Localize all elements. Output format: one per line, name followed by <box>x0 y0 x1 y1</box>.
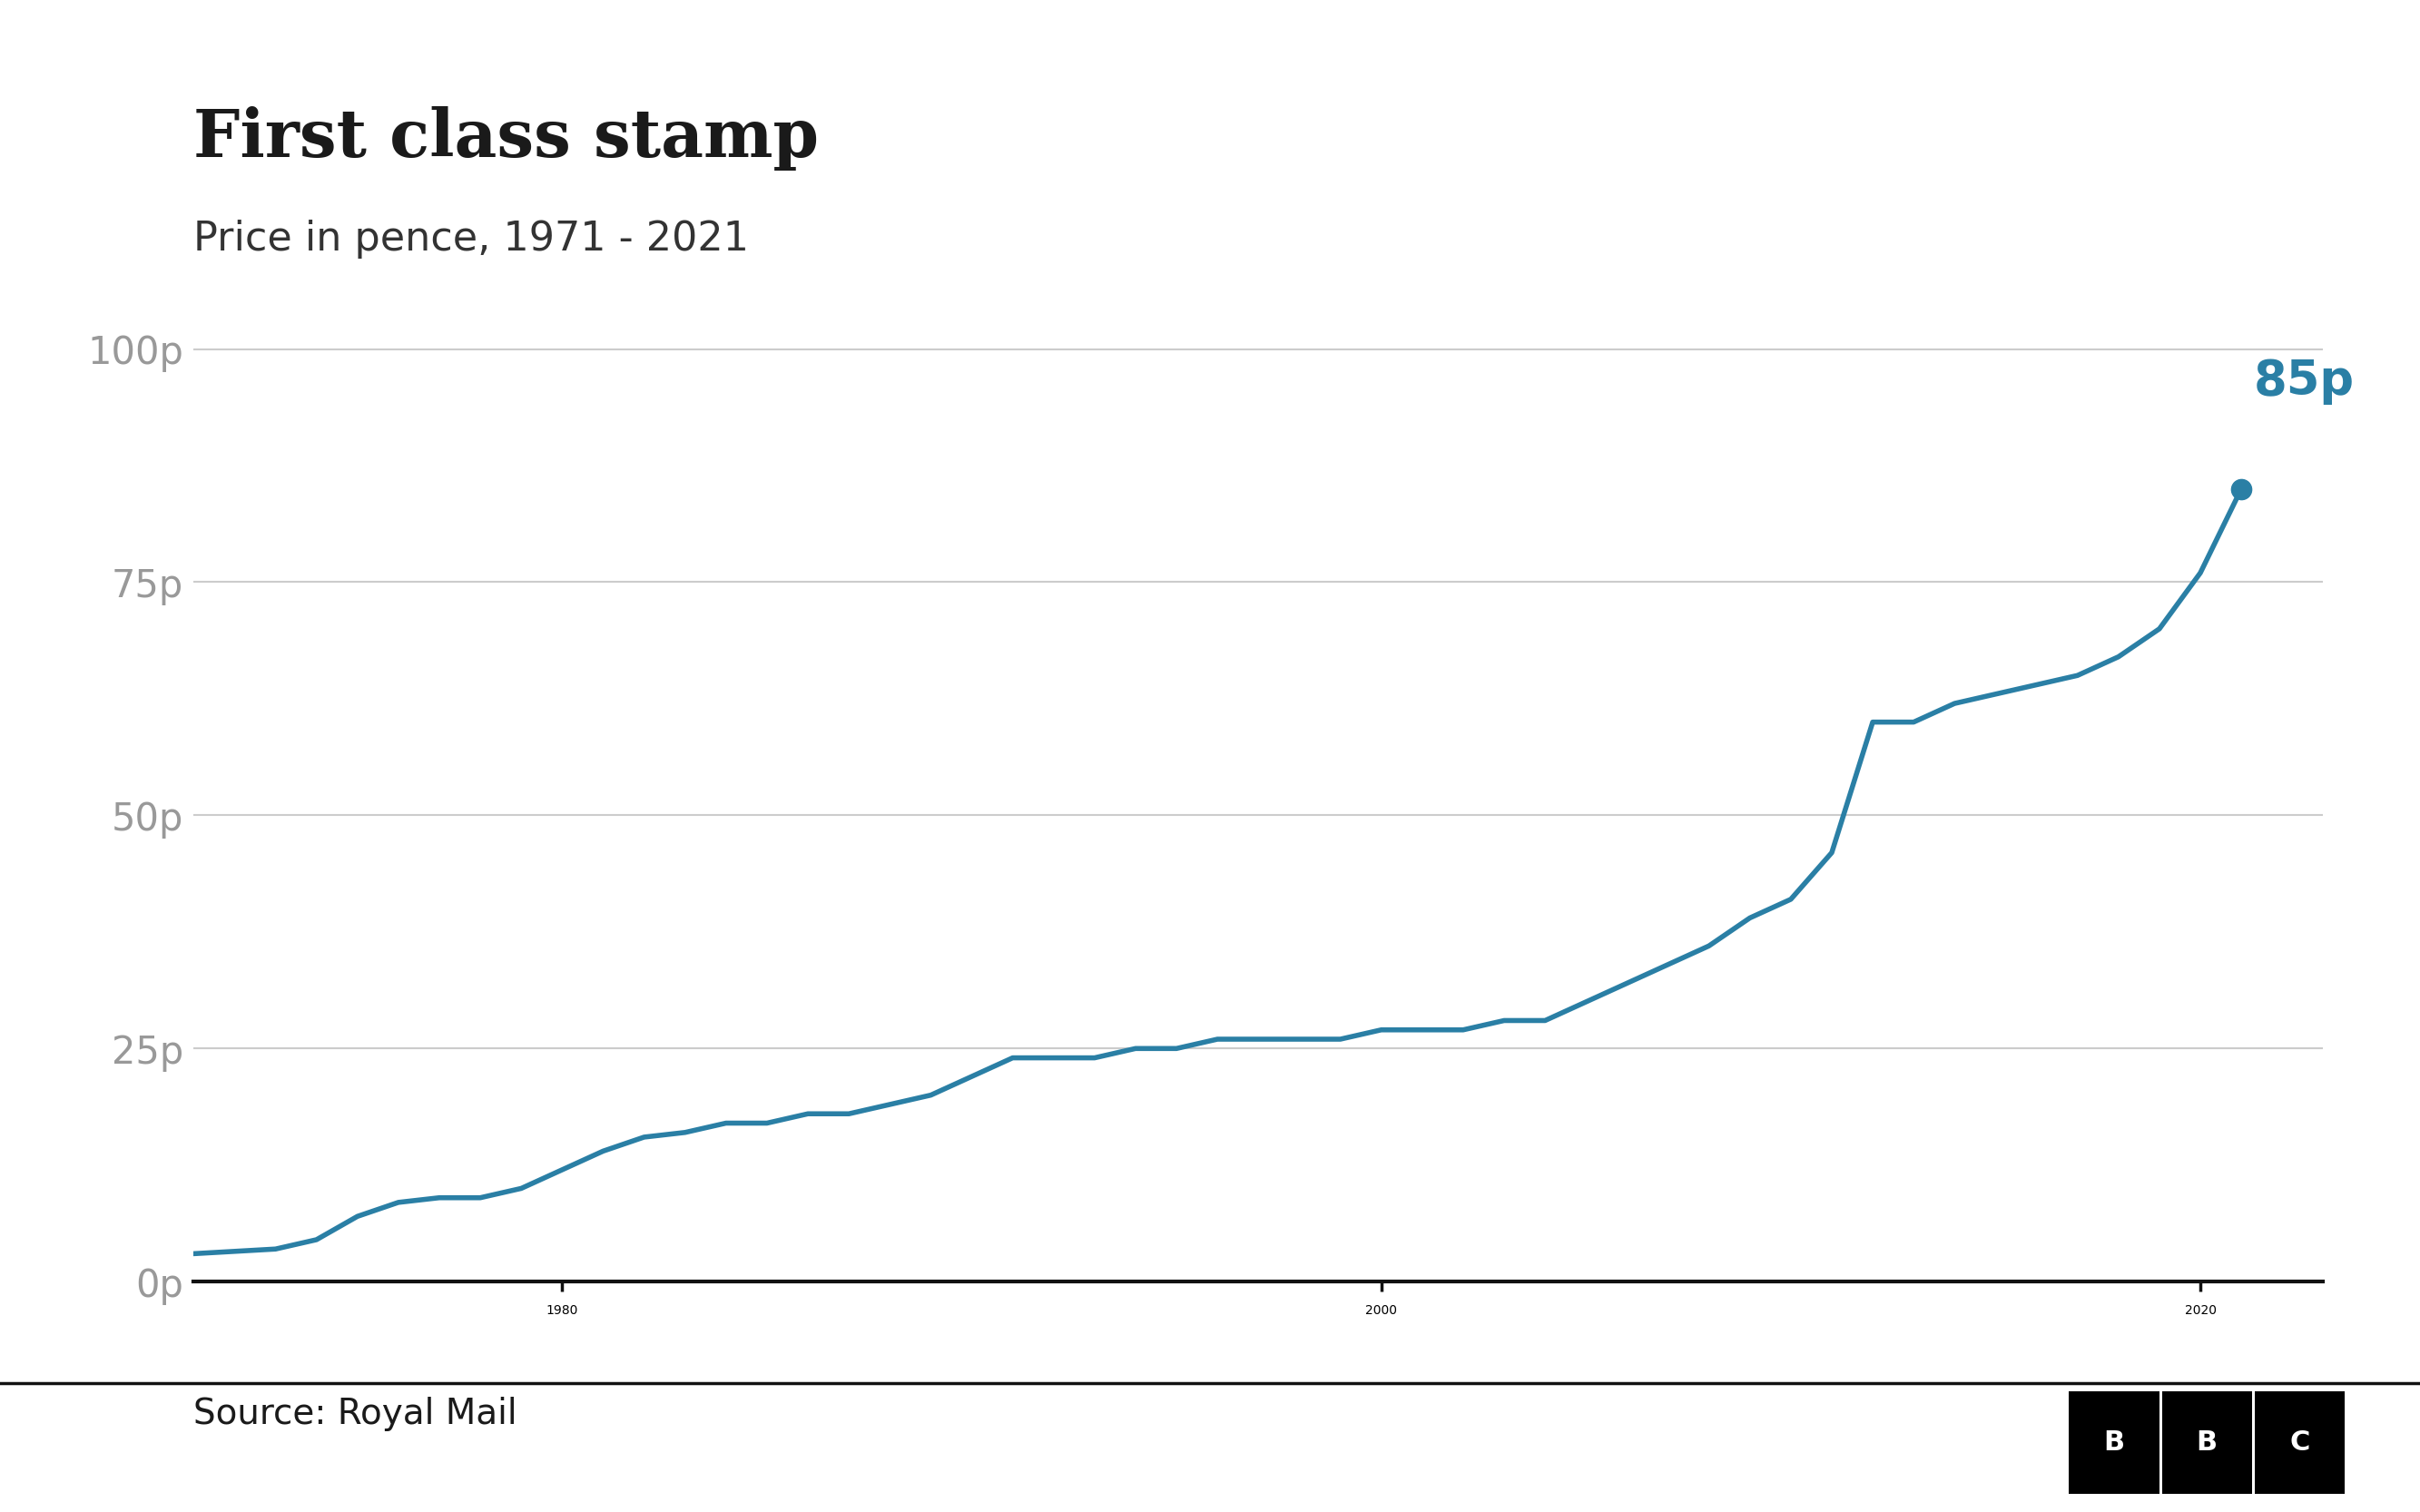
Text: C: C <box>2289 1429 2309 1456</box>
Text: First class stamp: First class stamp <box>194 106 818 171</box>
Text: B: B <box>2197 1429 2217 1456</box>
Bar <box>2161 1391 2253 1494</box>
Bar <box>2069 1391 2159 1494</box>
Text: B: B <box>2103 1429 2125 1456</box>
Text: Source: Royal Mail: Source: Royal Mail <box>194 1397 518 1430</box>
Text: 85p: 85p <box>2253 358 2355 405</box>
Bar <box>2255 1391 2345 1494</box>
Text: Price in pence, 1971 - 2021: Price in pence, 1971 - 2021 <box>194 219 750 259</box>
